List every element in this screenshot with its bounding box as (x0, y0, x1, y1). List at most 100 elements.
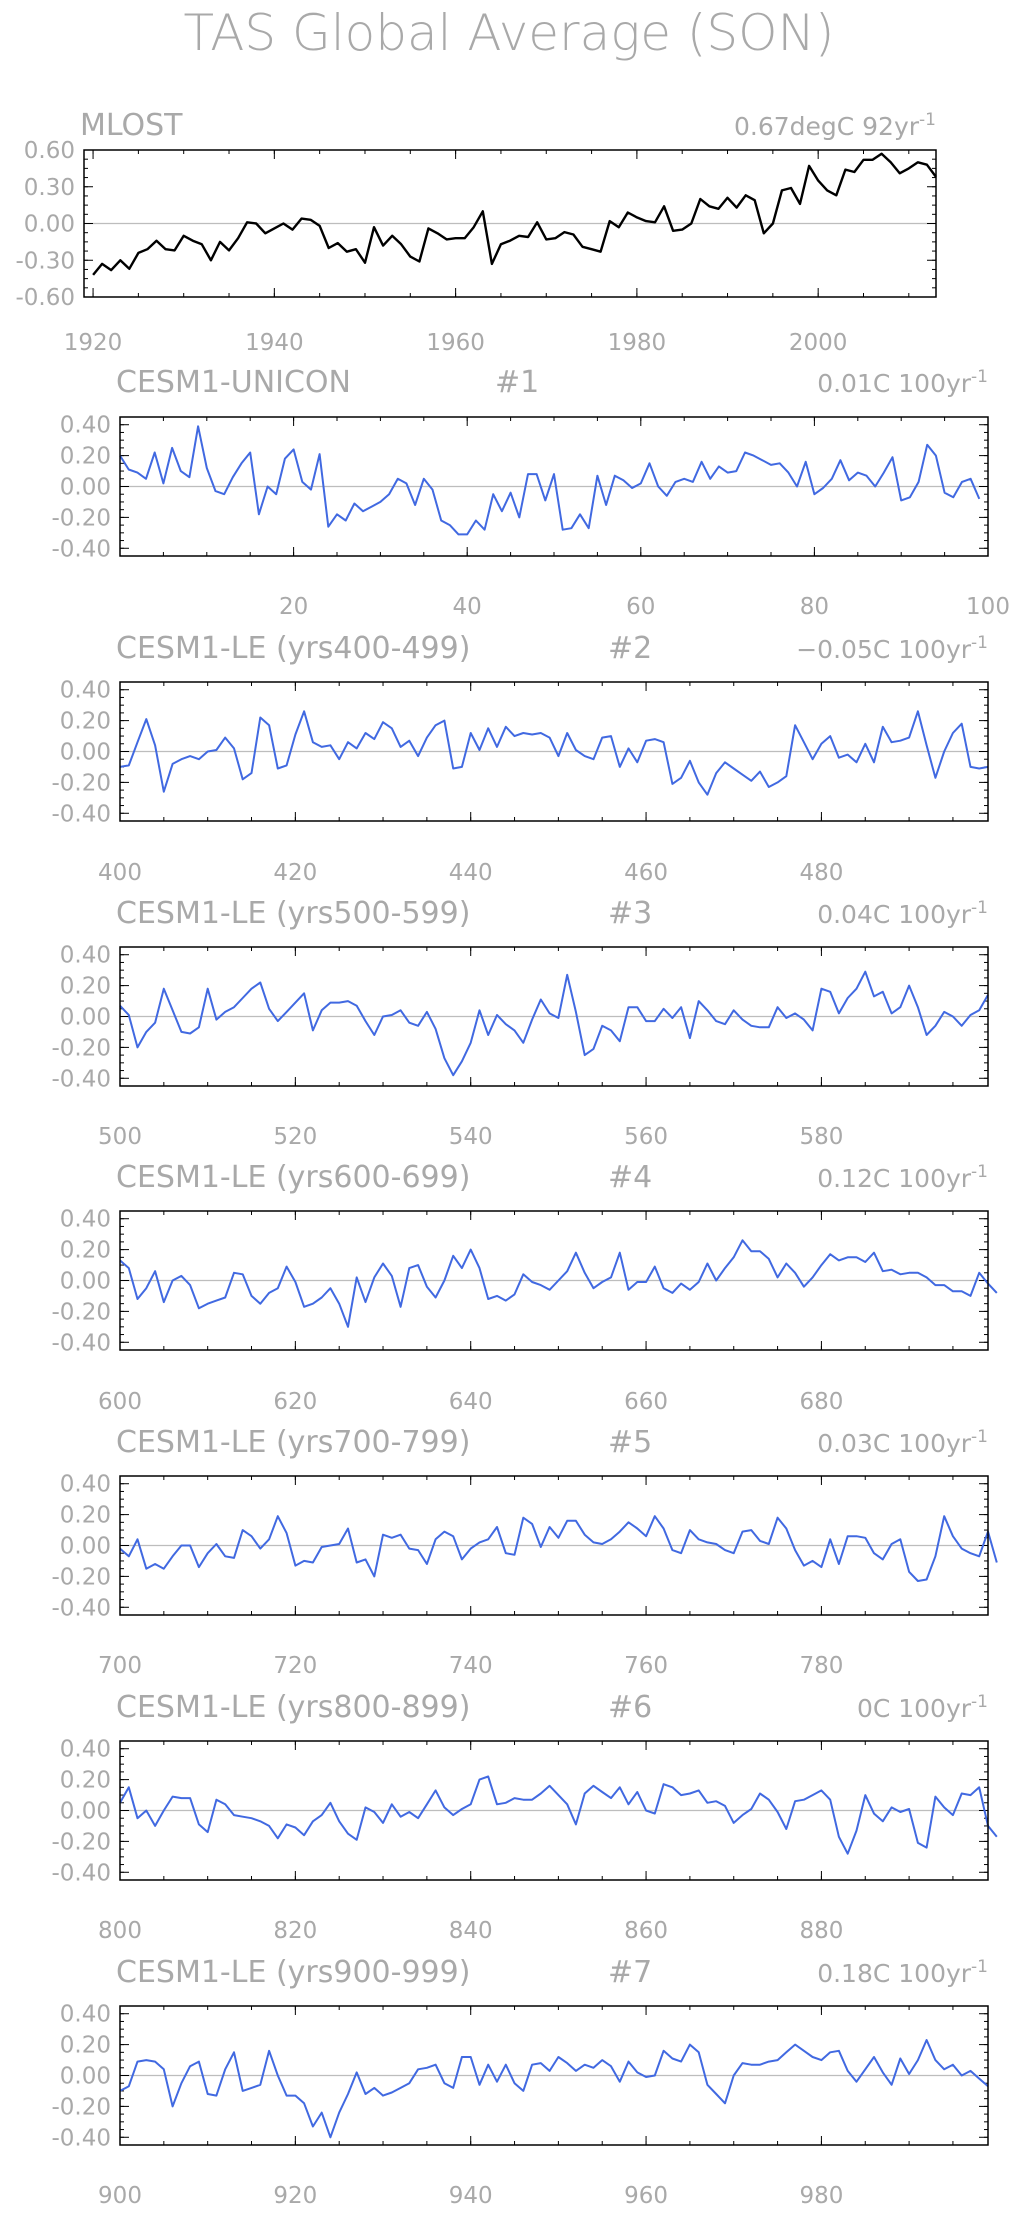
trend-label: 0C 100yr-1 (857, 1692, 988, 1723)
trend-exponent: -1 (971, 1957, 988, 1977)
panel-label: CESM1-LE (yrs900-999) (116, 1955, 470, 1990)
run-label: #5 (608, 1425, 652, 1460)
y-tick-label: 0.40 (60, 1472, 111, 1498)
y-tick-label: 0.20 (60, 974, 111, 1000)
plot-frame (83, 149, 937, 298)
panel-label: CESM1-UNICON (116, 365, 351, 400)
y-tick-label: 0.40 (60, 943, 111, 969)
y-tick-label: 0.00 (60, 475, 111, 501)
y-tick-label: 0.00 (60, 740, 111, 766)
plot-frame (119, 1740, 989, 1881)
y-tick-label: 0.40 (60, 1737, 111, 1763)
x-tick-label: 980 (799, 2183, 843, 2209)
x-tick-label: 620 (273, 1389, 317, 1415)
panel-2: -0.40 -0.20 0.00 0.20 0.40 20 40 60 80 100 CESM1-U… (51, 365, 1009, 620)
x-tick-label: 820 (273, 1918, 317, 1944)
y-tick-label: 0.20 (60, 709, 111, 735)
y-tick-label: -0.20 (51, 770, 111, 796)
y-tick-label: 0.20 (60, 444, 111, 470)
series-line (119, 2039, 989, 2139)
y-tick-label: 0.60 (24, 138, 75, 164)
x-tick-label: 840 (449, 1918, 493, 1944)
y-tick-label: -0.30 (15, 248, 75, 274)
y-tick-label: 0.30 (24, 175, 75, 201)
panel-label: CESM1-LE (yrs600-699) (116, 1160, 470, 1195)
panel-7: -0.40 -0.20 0.00 0.20 0.40 800 820 840 860 880 CES… (51, 1690, 998, 1944)
y-tick-label: -0.60 (15, 285, 75, 311)
plot-frame (119, 416, 989, 557)
x-tick-label: 660 (624, 1389, 668, 1415)
y-tick-label: -0.20 (51, 1035, 111, 1061)
trend-exponent: -1 (971, 1692, 988, 1712)
plot-frame (119, 2005, 989, 2146)
x-tick-label: 20 (279, 594, 308, 620)
x-tick-label: 920 (273, 2183, 317, 2209)
series-line (119, 1775, 998, 1855)
x-tick-label: 1940 (245, 330, 304, 356)
panel-5: -0.40 -0.20 0.00 0.20 0.40 600 620 640 660 680 CES… (51, 1160, 998, 1415)
x-tick-label: 40 (453, 594, 482, 620)
y-tick-label: 0.00 (60, 1269, 111, 1295)
x-tick-label: 1980 (608, 330, 667, 356)
x-tick-label: 480 (799, 860, 843, 886)
panel-4: -0.40 -0.20 0.00 0.20 0.40 500 520 540 560 580 CES… (51, 896, 989, 1150)
series-line (119, 710, 989, 796)
run-label: #7 (608, 1955, 652, 1990)
x-tick-label: 780 (799, 1653, 843, 1679)
panel-label: CESM1-LE (yrs500-599) (116, 896, 470, 931)
series-line (119, 1239, 998, 1328)
x-tick-label: 60 (626, 594, 655, 620)
trend-label: 0.18C 100yr-1 (817, 1957, 988, 1988)
trend-exponent: -1 (971, 1162, 988, 1182)
y-tick-label: 0.20 (60, 1768, 111, 1794)
x-tick-label: 640 (449, 1389, 493, 1415)
y-tick-label: 0.20 (60, 1503, 111, 1529)
trend-exponent: -1 (919, 110, 936, 130)
run-label: #3 (608, 896, 652, 931)
panel-3: -0.40 -0.20 0.00 0.20 0.40 400 420 440 460 480 CES… (51, 631, 989, 886)
plot-frame (119, 1210, 989, 1351)
y-tick-label: -0.20 (51, 505, 111, 531)
run-label: #2 (608, 631, 652, 666)
series-line (92, 152, 937, 276)
x-tick-label: 1960 (426, 330, 485, 356)
x-tick-label: 960 (624, 2183, 668, 2209)
figure-title: TAS Global Average (SON) (184, 4, 835, 62)
x-tick-label: 600 (98, 1389, 142, 1415)
series-line (119, 425, 981, 536)
trend-label: 0.01C 100yr-1 (817, 367, 988, 398)
trend-label: 0.04C 100yr-1 (817, 898, 988, 929)
x-tick-label: 860 (624, 1918, 668, 1944)
y-tick-label: 0.40 (60, 1207, 111, 1233)
trend-label: −0.05C 100yr-1 (796, 633, 988, 664)
panel-label: CESM1-LE (yrs700-799) (116, 1425, 470, 1460)
panel-6: -0.40 -0.20 0.00 0.20 0.40 700 720 740 760 780 CES… (51, 1425, 998, 1679)
y-tick-label: 0.40 (60, 678, 111, 704)
trend-label: 0.03C 100yr-1 (817, 1427, 988, 1458)
y-tick-label: -0.20 (51, 2094, 111, 2120)
x-tick-label: 880 (799, 1918, 843, 1944)
y-tick-label: -0.20 (51, 1299, 111, 1325)
y-tick-label: 0.00 (60, 1534, 111, 1560)
x-tick-label: 700 (98, 1653, 142, 1679)
y-tick-label: -0.40 (51, 2125, 111, 2151)
plot-frame (119, 681, 989, 822)
plot-frame (119, 1475, 989, 1616)
y-tick-label: -0.20 (51, 1564, 111, 1590)
y-tick-label: 0.20 (60, 1238, 111, 1264)
series-line (119, 1515, 998, 1582)
x-tick-label: 740 (449, 1653, 493, 1679)
plot-frame (119, 946, 989, 1087)
x-tick-label: 800 (98, 1918, 142, 1944)
x-tick-label: 460 (624, 860, 668, 886)
y-tick-label: -0.40 (51, 1595, 111, 1621)
panel-8: -0.40 -0.20 0.00 0.20 0.40 900 920 940 960 980 CES… (51, 1955, 989, 2209)
trend-label: 0.67degC 92yr-1 (734, 110, 936, 141)
x-tick-label: 540 (449, 1124, 493, 1150)
x-tick-label: 900 (98, 2183, 142, 2209)
x-tick-label: 760 (624, 1653, 668, 1679)
panels: -0.60 -0.30 0.00 0.30 0.60 1920 1940 1960 1980 20… (15, 108, 1009, 2209)
x-tick-label: 500 (98, 1124, 142, 1150)
x-tick-label: 940 (449, 2183, 493, 2209)
y-tick-label: 0.00 (60, 1799, 111, 1825)
